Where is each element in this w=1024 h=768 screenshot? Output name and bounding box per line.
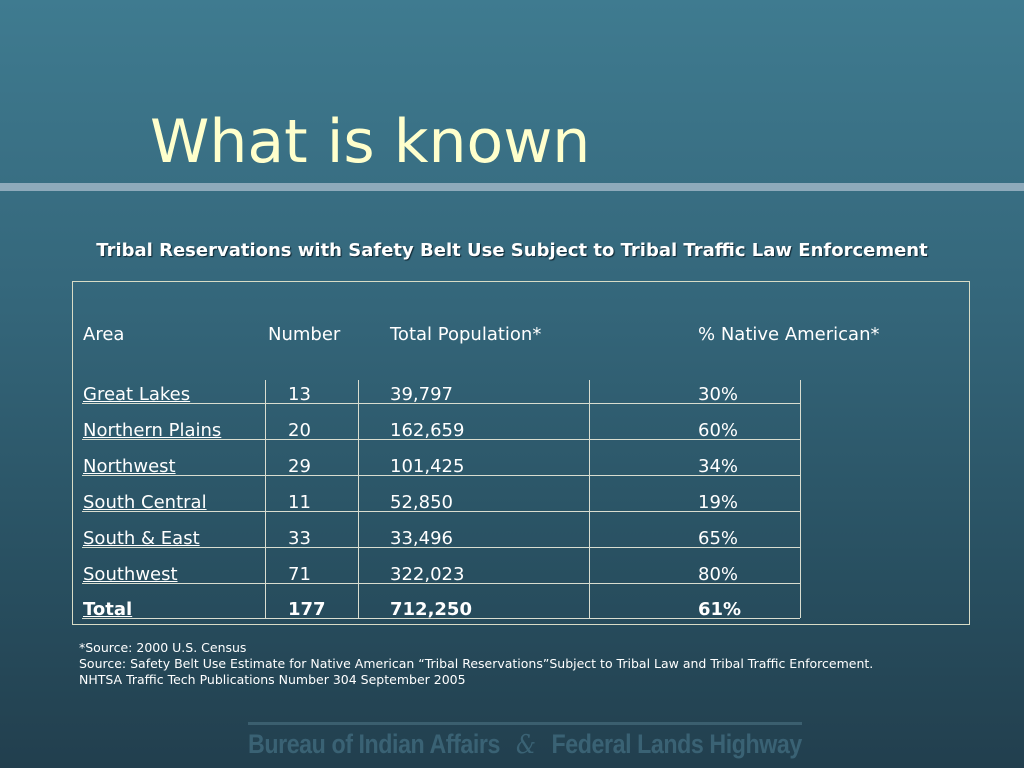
header-number: Number [268, 324, 341, 345]
table-row-percent: 65% [698, 528, 739, 549]
grid-hline [82, 475, 800, 476]
grid-vline [265, 380, 266, 618]
table-row-area: Southwest [83, 564, 178, 585]
source-note: *Source: 2000 U.S. Census [79, 640, 247, 655]
table-row-number: 13 [288, 384, 311, 405]
footer-ampersand: & [516, 729, 536, 760]
table-row-number: 29 [288, 456, 311, 477]
footer-agency-left: Bureau of Indian Affairs [248, 729, 501, 759]
source-note: Source: Safety Belt Use Estimate for Nat… [79, 656, 874, 671]
grid-hline [82, 547, 800, 548]
table-row-percent: 19% [698, 492, 739, 513]
table-row-area: Great Lakes [83, 384, 191, 405]
table-row-area: Northern Plains [83, 420, 222, 441]
footer-agency-right: Federal Lands Highway [551, 729, 802, 759]
table-caption: Tribal Reservations with Safety Belt Use… [96, 240, 928, 261]
data-table-frame [72, 281, 970, 625]
grid-vline [589, 380, 590, 618]
total-row-percent: 61% [698, 599, 742, 620]
table-row-percent: 80% [698, 564, 739, 585]
footer-logo-text: Bureau of Indian Affairs & Federal Lands… [248, 729, 802, 760]
title-divider [0, 183, 1024, 191]
slide-title: What is known [150, 107, 591, 177]
table-row-number: 33 [288, 528, 311, 549]
table-row-percent: 30% [698, 384, 739, 405]
table-row-population: 162,659 [390, 420, 465, 441]
header-total-population: Total Population* [390, 324, 542, 345]
table-row-population: 322,023 [390, 564, 465, 585]
table-row-number: 20 [288, 420, 311, 441]
grid-hline [82, 403, 800, 404]
grid-hline [82, 439, 800, 440]
grid-hline [82, 618, 800, 619]
total-row-number: 177 [288, 599, 326, 620]
table-row-area: South & East [83, 528, 200, 549]
table-row-area: Northwest [83, 456, 176, 477]
total-row-population: 712,250 [390, 599, 472, 620]
table-row-number: 11 [288, 492, 311, 513]
table-row-population: 39,797 [390, 384, 453, 405]
grid-vline [358, 380, 359, 618]
table-row-population: 33,496 [390, 528, 453, 549]
total-row-label: Total [83, 599, 133, 620]
table-row-population: 101,425 [390, 456, 465, 477]
header-percent-native: % Native American* [698, 324, 880, 345]
table-row-percent: 34% [698, 456, 739, 477]
source-note: NHTSA Traffic Tech Publications Number 3… [79, 672, 466, 687]
table-row-number: 71 [288, 564, 311, 585]
table-row-area: South Central [83, 492, 207, 513]
table-row-population: 52,850 [390, 492, 453, 513]
grid-hline [82, 583, 800, 584]
footer-divider [248, 722, 802, 725]
header-area: Area [83, 324, 125, 345]
grid-vline [800, 380, 801, 618]
grid-hline [82, 511, 800, 512]
table-row-percent: 60% [698, 420, 739, 441]
